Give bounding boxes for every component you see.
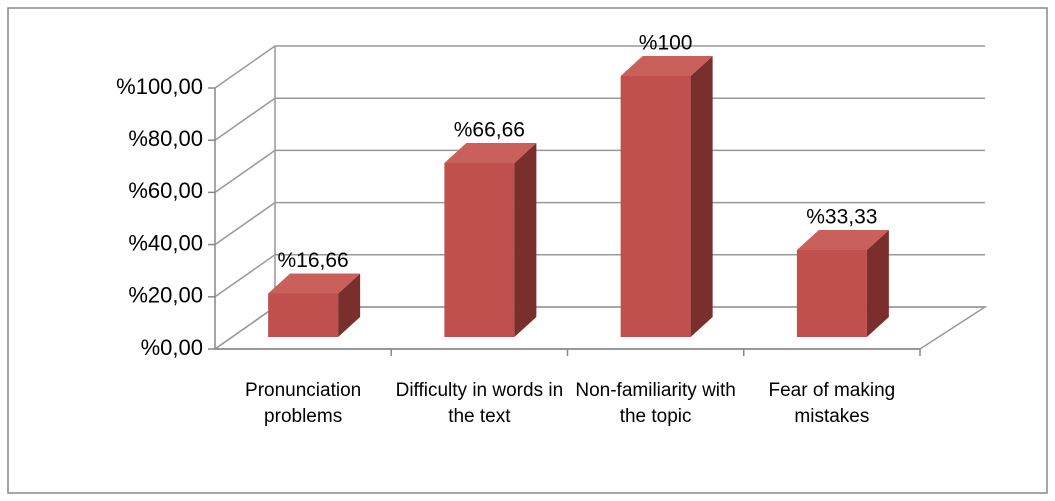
value-label: %33,33: [806, 206, 877, 229]
y-tick-label: %60,00: [128, 178, 203, 203]
bar: [620, 56, 713, 337]
bar-side: [338, 273, 361, 337]
bar-top: [268, 273, 361, 294]
grid-line: [214, 45, 985, 89]
bar-front: [620, 76, 691, 337]
bar: [444, 143, 537, 337]
x-tick-label: Non-familiarity with the topic: [575, 380, 736, 427]
bar-side: [514, 143, 537, 337]
y-tick-label: %20,00: [128, 283, 203, 308]
x-tick-label: Difficulty in words in the text: [395, 380, 564, 427]
grid-line: [214, 201, 985, 246]
bar-front: [268, 293, 339, 337]
y-tick-label: %80,00: [128, 126, 203, 151]
bar-front: [796, 250, 867, 337]
value-label: %100: [639, 32, 693, 55]
bar-top: [620, 56, 713, 76]
grid-line: [214, 97, 985, 141]
bar-front: [444, 163, 515, 337]
y-tick-label: %0,00: [141, 335, 203, 360]
x-tick-label: Pronunciation problems: [245, 380, 362, 427]
y-tick-label: %40,00: [128, 230, 203, 255]
y-tick-label: %100,00: [116, 74, 203, 99]
grid-line: [214, 149, 985, 194]
value-label: %16,66: [278, 249, 349, 272]
x-tick-label: Fear of making mistakes: [768, 380, 896, 427]
bar-top: [796, 230, 889, 251]
bar: [796, 230, 889, 337]
bar-side: [690, 56, 713, 337]
bar: [268, 273, 361, 337]
grid-line: [214, 254, 985, 298]
bar-top: [444, 143, 537, 164]
bar-side: [866, 230, 889, 337]
value-label: %66,66: [454, 119, 525, 142]
